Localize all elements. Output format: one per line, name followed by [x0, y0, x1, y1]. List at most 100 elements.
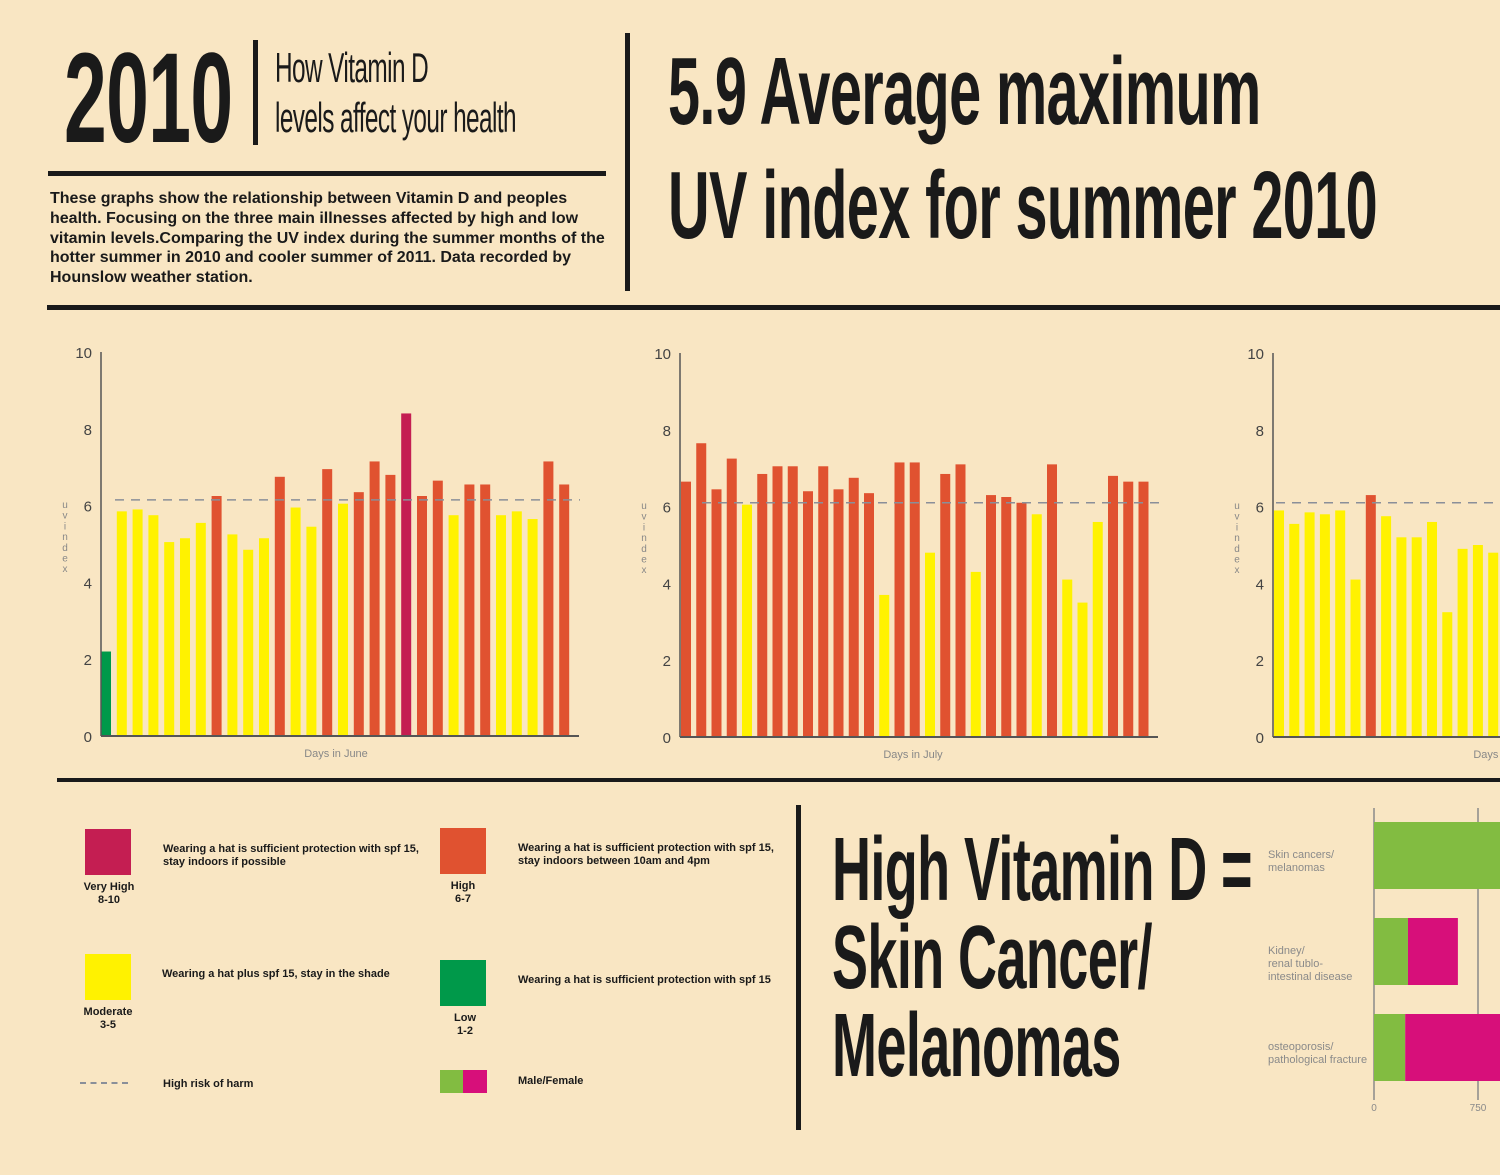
x-tick-label: 750 [1470, 1103, 1487, 1114]
bar [711, 489, 722, 737]
high-swatch [440, 828, 486, 874]
bar [1123, 481, 1134, 737]
bar [1335, 510, 1346, 737]
very-high-advice: Wearing a hat is sufficient protection w… [163, 843, 419, 868]
y-tick-label: 4 [1256, 576, 1264, 593]
moderate-advice: Wearing a hat plus spf 15, stay in the s… [162, 968, 390, 980]
y-tick-label: 10 [654, 346, 671, 363]
bar [1092, 521, 1103, 737]
bar [818, 466, 829, 737]
bar [164, 542, 175, 736]
divider [253, 40, 258, 145]
bar [1442, 612, 1453, 737]
bar [1381, 516, 1392, 737]
high-label: High 6-7 [433, 880, 493, 906]
bar [211, 496, 222, 736]
bar [864, 493, 874, 737]
bar [681, 481, 691, 737]
male-swatch [440, 1070, 463, 1093]
level-range: 3-5 [100, 1019, 116, 1031]
uv-chart-0: 0 2 4 6 8 10 u v i n d e x Days in June [62, 345, 580, 760]
bar [1396, 537, 1407, 737]
bar [259, 538, 269, 736]
illness-bar-chart: Skin cancers/melanomas Kidney/renal tublo… [1268, 808, 1500, 1114]
bar-female [1405, 1014, 1500, 1081]
bar [243, 549, 254, 736]
bar [986, 495, 996, 737]
bar [274, 476, 285, 736]
bar [1108, 475, 1118, 737]
x-tick-label: 0 [1371, 1103, 1377, 1114]
headline-line-1: 5.9 Average maximum [668, 38, 1261, 145]
y-tick-label: 0 [663, 730, 671, 747]
divider [625, 33, 630, 291]
bar [464, 484, 475, 736]
bar [1488, 552, 1499, 737]
bar [1274, 510, 1284, 737]
bar [385, 474, 396, 736]
bar [940, 473, 951, 737]
y-tick-label: 8 [1256, 423, 1264, 440]
bar [848, 477, 859, 737]
bar [290, 507, 301, 736]
bar [772, 466, 783, 737]
bar [742, 504, 752, 737]
y-tick-label: 0 [84, 729, 92, 746]
x-axis-label: Days in July [883, 749, 943, 761]
bar-female [1407, 918, 1458, 985]
subtitle-line-1: How Vitamin D [275, 44, 429, 91]
level-range: 8-10 [97, 894, 121, 906]
bar-male [1374, 822, 1500, 889]
bar [909, 462, 920, 737]
description: These graphs show the relationship betwe… [50, 190, 605, 287]
y-tick-label: 6 [663, 500, 671, 517]
bar [894, 462, 905, 737]
y-tick-label: 4 [84, 575, 92, 592]
low-advice: Wearing a hat is sufficient protection w… [518, 974, 771, 986]
bar [1289, 523, 1300, 737]
low-swatch [440, 960, 486, 1006]
conclusion-line-3: Melanomas [832, 996, 1121, 1096]
bar [955, 464, 966, 737]
bar [1031, 514, 1042, 737]
bar [787, 466, 798, 737]
bar [353, 492, 364, 736]
bar [180, 538, 190, 736]
bar [726, 458, 737, 737]
bar [338, 503, 348, 736]
bar [132, 509, 143, 736]
bar [401, 413, 412, 736]
bar [1411, 537, 1422, 737]
divider [47, 305, 1500, 310]
bar [369, 461, 380, 736]
bar [1077, 602, 1088, 737]
bar [1350, 579, 1361, 737]
y-tick-label: 10 [1247, 346, 1264, 363]
bar [1001, 497, 1012, 737]
y-tick-label: 6 [84, 499, 92, 516]
bar [879, 594, 890, 737]
level-name: High [450, 880, 476, 892]
moderate-swatch [85, 954, 131, 1000]
bar [757, 473, 768, 737]
y-tick-label: 2 [663, 653, 671, 670]
bar [925, 552, 935, 737]
subtitle-line-2: levels affect your health [275, 94, 517, 141]
risk-line-sample [80, 1082, 128, 1084]
high-advice: Wearing a hat is sufficient protection w… [518, 842, 774, 867]
bar [227, 534, 238, 736]
gender-label: Male/Female [518, 1075, 584, 1087]
bar [1457, 548, 1468, 737]
bar [116, 511, 127, 736]
y-tick-label: 8 [663, 423, 671, 440]
category-label: osteoporosis/pathological fracture [1268, 1041, 1367, 1066]
risk-label: High risk of harm [163, 1078, 254, 1090]
y-tick-label: 2 [1256, 653, 1264, 670]
x-axis-label: Days in August [1473, 749, 1500, 761]
divider [48, 171, 606, 176]
bar [480, 484, 491, 736]
bar [195, 522, 206, 736]
